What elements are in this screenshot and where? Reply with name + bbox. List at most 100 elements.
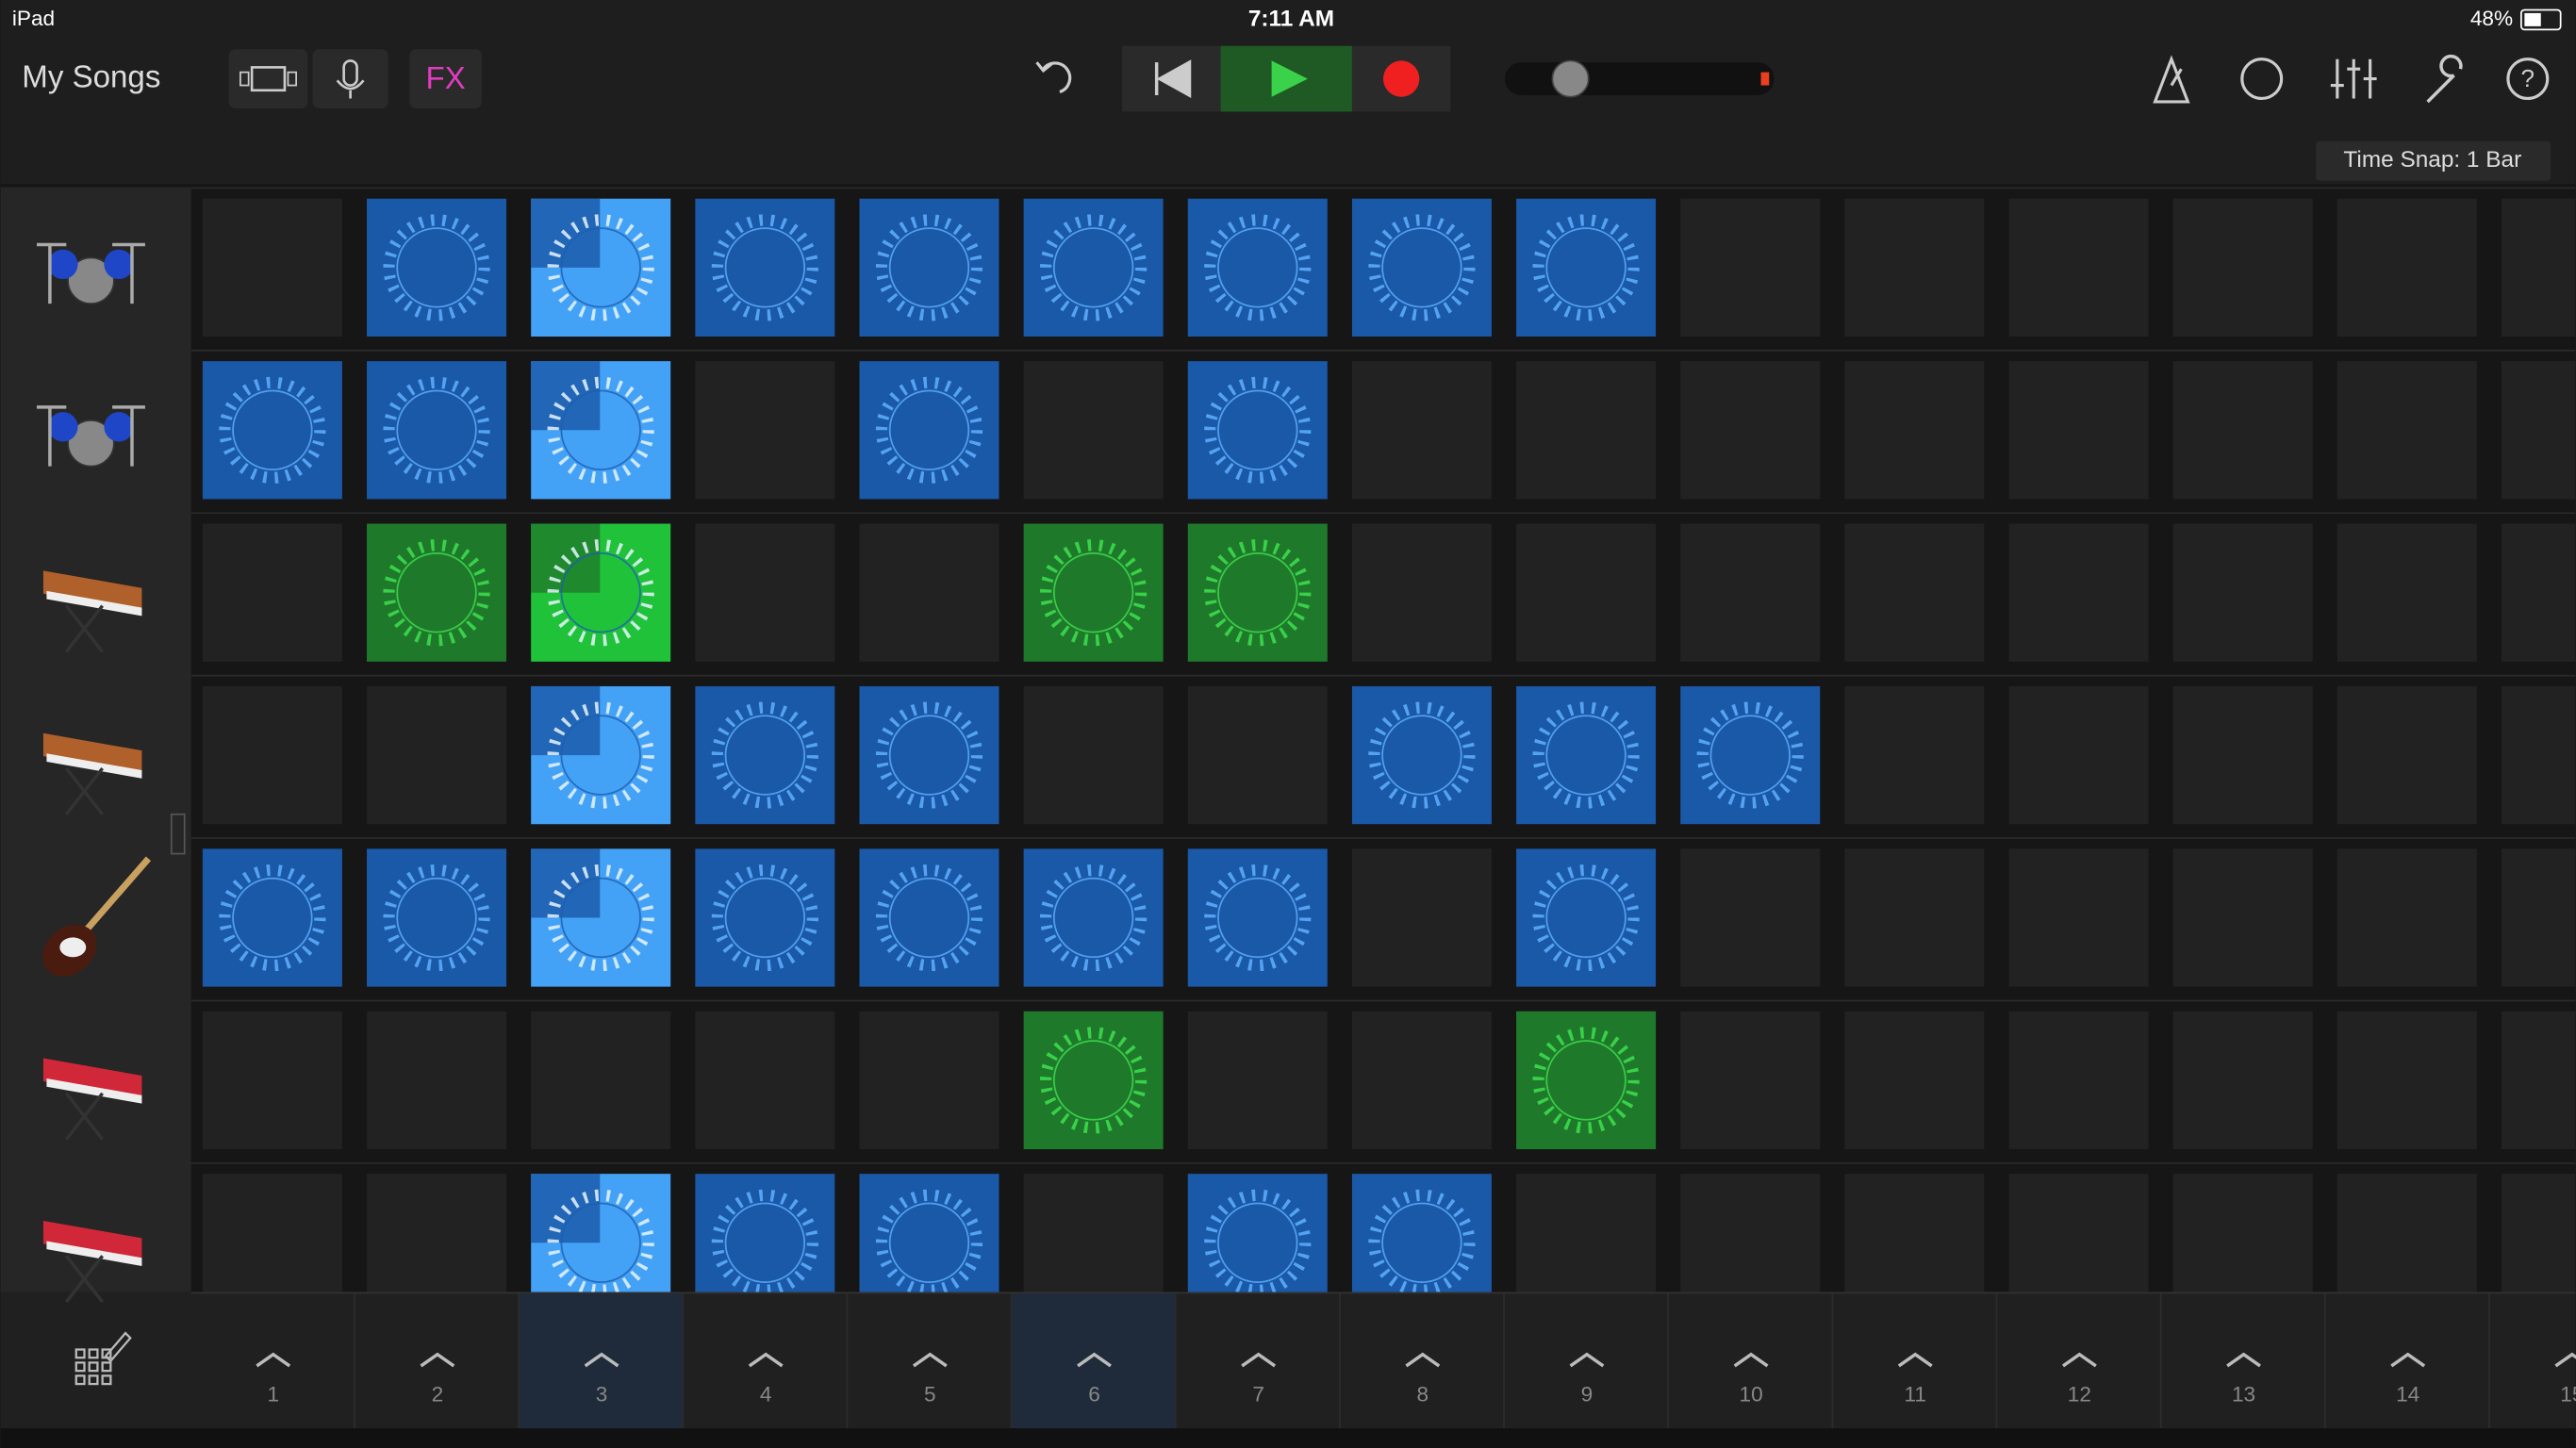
clip-cell[interactable] — [367, 848, 507, 987]
edit-grid-button[interactable] — [74, 1331, 132, 1386]
keys-icon[interactable] — [42, 1220, 142, 1304]
metronome-button[interactable] — [2153, 55, 2190, 104]
column-trigger[interactable] — [256, 1352, 291, 1368]
clip-cell[interactable] — [1680, 848, 1821, 987]
clip-cell[interactable] — [2008, 523, 2149, 662]
clip-cell[interactable] — [1680, 198, 1821, 337]
clip-cell[interactable] — [202, 523, 342, 662]
clip-cell[interactable] — [1351, 523, 1492, 662]
rewind-button[interactable] — [1154, 59, 1192, 98]
help-button[interactable] — [2506, 58, 2550, 101]
clip-cell[interactable] — [1023, 685, 1164, 825]
synth-icon[interactable] — [42, 732, 142, 815]
my-songs-button[interactable]: My Songs — [22, 59, 160, 94]
clip-cell[interactable] — [1844, 1011, 1985, 1150]
record-button[interactable] — [1383, 60, 1420, 97]
clip-cell[interactable] — [859, 685, 999, 825]
clip-cell[interactable] — [202, 1011, 342, 1150]
clip-cell[interactable] — [2501, 848, 2576, 987]
clip-cell[interactable] — [202, 685, 342, 825]
clip-cell[interactable] — [202, 1174, 342, 1311]
keys-icon[interactable] — [42, 1058, 142, 1141]
clip-cell[interactable] — [367, 685, 507, 825]
clip-cell[interactable] — [1187, 1011, 1328, 1150]
clip-cell[interactable] — [2337, 523, 2477, 662]
clip-cell[interactable] — [1516, 685, 1657, 825]
clip-cell[interactable] — [2337, 1174, 2477, 1311]
fx-button-bg[interactable] — [409, 49, 482, 108]
clip-cell[interactable] — [2172, 361, 2313, 500]
column-trigger[interactable] — [912, 1352, 948, 1368]
clip-cell[interactable] — [1187, 685, 1328, 825]
clip-cell[interactable] — [1351, 361, 1492, 500]
clip-cell[interactable] — [2337, 361, 2477, 500]
clip-cell[interactable] — [1516, 361, 1657, 500]
clip-cell[interactable] — [1844, 848, 1985, 987]
column-trigger[interactable] — [2554, 1352, 2576, 1368]
column-trigger[interactable] — [1241, 1352, 1277, 1368]
clip-cell[interactable] — [2337, 198, 2477, 337]
clip-cell[interactable] — [1516, 1174, 1657, 1311]
fx-button[interactable]: FX — [425, 61, 465, 96]
clip-cell[interactable] — [859, 848, 999, 987]
clip-cell[interactable] — [695, 685, 835, 825]
mixer-button[interactable] — [2330, 58, 2377, 99]
column-trigger[interactable] — [1569, 1352, 1605, 1368]
clip-cell[interactable] — [695, 361, 835, 500]
clip-cell[interactable] — [1351, 1011, 1492, 1150]
column-trigger[interactable] — [584, 1352, 619, 1368]
clip-cell[interactable] — [1351, 685, 1492, 825]
clip-cell[interactable] — [695, 1011, 835, 1150]
loop-browser-button[interactable] — [2240, 58, 2284, 101]
clip-cell[interactable] — [202, 198, 342, 337]
clip-cell[interactable] — [367, 1174, 507, 1311]
guitar-icon[interactable] — [32, 856, 152, 987]
clip-cell[interactable] — [2501, 523, 2576, 662]
clip-cell[interactable] — [2501, 361, 2576, 500]
column-trigger[interactable] — [1897, 1352, 1933, 1368]
clip-cell[interactable] — [1023, 361, 1164, 500]
drums-icon[interactable] — [36, 405, 145, 468]
clip-cell[interactable] — [695, 523, 835, 662]
clip-cell[interactable] — [1844, 685, 1985, 825]
play-button[interactable] — [1271, 60, 1308, 97]
clip-cell[interactable] — [2008, 1174, 2149, 1311]
volume-knob[interactable] — [1551, 59, 1590, 98]
column-trigger[interactable] — [2226, 1352, 2261, 1368]
clip-cell[interactable] — [2172, 523, 2313, 662]
clip-cell[interactable] — [2008, 198, 2149, 337]
clip-cell[interactable] — [2337, 685, 2477, 825]
resize-handle[interactable] — [170, 813, 186, 855]
clip-cell[interactable] — [1844, 198, 1985, 337]
clip-cell[interactable] — [1844, 361, 1985, 500]
clip-cell[interactable] — [859, 361, 999, 500]
settings-button[interactable] — [2426, 54, 2463, 104]
clip-cell[interactable] — [2501, 685, 2576, 825]
clip-cell[interactable] — [1680, 685, 1821, 825]
clip-cell[interactable] — [2172, 1011, 2313, 1150]
clip-cell[interactable] — [2501, 198, 2576, 337]
clip-cell[interactable] — [367, 523, 507, 662]
clip-cell[interactable] — [1516, 523, 1657, 662]
clip-cell[interactable] — [859, 523, 999, 662]
drums-icon[interactable] — [36, 242, 145, 305]
clip-cell[interactable] — [2337, 848, 2477, 987]
clip-cell[interactable] — [2172, 848, 2313, 987]
clip-cell[interactable] — [2172, 198, 2313, 337]
clip-cell[interactable] — [1680, 523, 1821, 662]
time-snap[interactable]: Time Snap: 1 Bar — [2343, 147, 2521, 173]
synth-icon[interactable] — [42, 570, 142, 653]
column-trigger[interactable] — [1733, 1352, 1769, 1368]
clip-cell[interactable] — [859, 1011, 999, 1150]
clip-cell[interactable] — [367, 361, 507, 500]
clip-cell[interactable] — [2008, 685, 2149, 825]
clip-cell[interactable] — [1844, 523, 1985, 662]
column-trigger[interactable] — [1405, 1352, 1441, 1368]
clip-cell[interactable] — [2172, 1174, 2313, 1311]
clip-cell[interactable] — [2008, 361, 2149, 500]
column-trigger[interactable] — [420, 1352, 455, 1368]
clip-cell[interactable] — [2008, 848, 2149, 987]
clip-cell[interactable] — [2337, 1011, 2477, 1150]
clip-cell[interactable] — [531, 1011, 671, 1150]
clip-cell[interactable] — [2501, 1174, 2576, 1311]
